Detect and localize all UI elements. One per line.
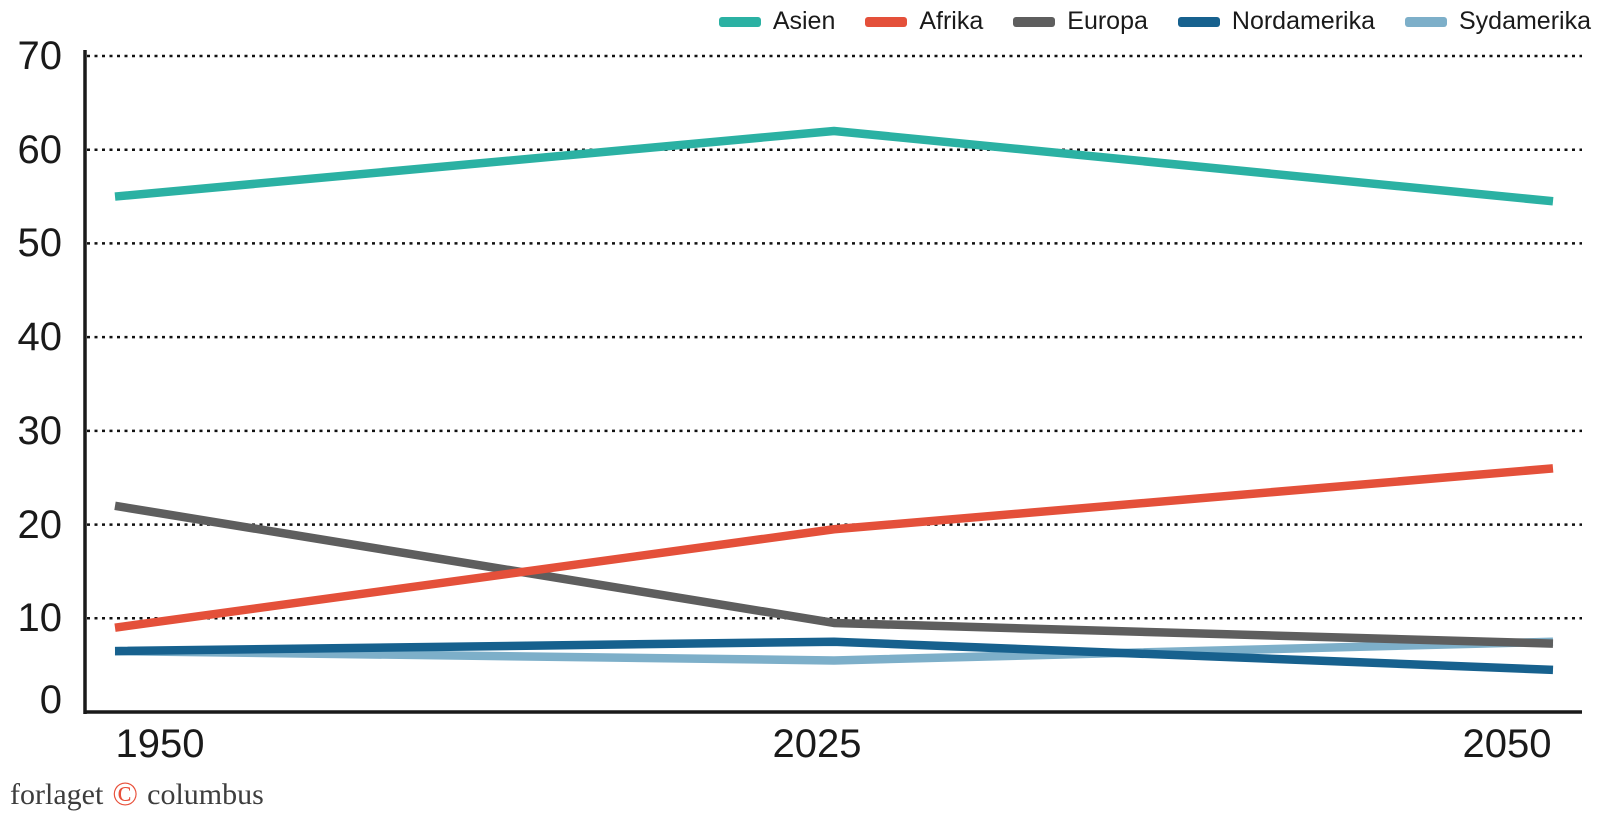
legend-item-europa: Europa — [1013, 7, 1148, 36]
series-line-europa — [114, 501, 1554, 648]
copyright-icon: © — [112, 776, 139, 813]
legend-swatch-icon — [1405, 16, 1447, 27]
gridlines — [87, 54, 1582, 620]
legend-item-nordamerika: Nordamerika — [1177, 7, 1375, 36]
legend-swatch-icon — [1177, 16, 1220, 27]
x-tick-label: 1950 — [115, 722, 205, 766]
y-tick-label: 0 — [39, 678, 62, 722]
chart-legend: Asien Afrika Europa Nordamerika Sydamerika — [718, 7, 1591, 36]
y-tick-label: 30 — [17, 408, 63, 453]
y-tick-label: 40 — [17, 315, 63, 360]
legend-label: Europa — [1067, 7, 1148, 35]
series-line-nordamerika — [114, 637, 1554, 675]
legend-swatch-icon — [1013, 16, 1056, 27]
legend-label: Sydamerika — [1459, 7, 1591, 35]
legend-item-sydamerika: Sydamerika — [1405, 7, 1591, 36]
y-tick-label: 20 — [17, 502, 63, 547]
series-lines — [114, 126, 1554, 675]
y-tick-label: 70 — [17, 34, 63, 78]
legend-swatch-icon — [718, 16, 761, 27]
series-line-sydamerika — [114, 637, 1554, 665]
legend-label: Asien — [772, 7, 836, 35]
legend-item-asien: Asien — [718, 7, 836, 36]
legend-label: Nordamerika — [1231, 7, 1375, 35]
y-tick-label: 50 — [17, 221, 63, 266]
series-line-afrika — [114, 464, 1554, 632]
legend-label: Afrika — [919, 7, 984, 35]
series-line-asien — [114, 126, 1554, 206]
legend-swatch-icon — [865, 16, 908, 27]
legend-item-afrika: Afrika — [865, 7, 983, 36]
publisher-credit-right: columbus — [147, 778, 264, 811]
axes — [83, 50, 1582, 714]
publisher-credit: forlaget © columbus — [10, 778, 264, 812]
publisher-credit-left: forlaget — [10, 778, 104, 811]
x-tick-label: 2025 — [772, 722, 862, 766]
y-tick-label: 10 — [17, 596, 63, 641]
y-tick-label: 60 — [17, 127, 63, 172]
x-tick-label: 2050 — [1462, 722, 1552, 766]
